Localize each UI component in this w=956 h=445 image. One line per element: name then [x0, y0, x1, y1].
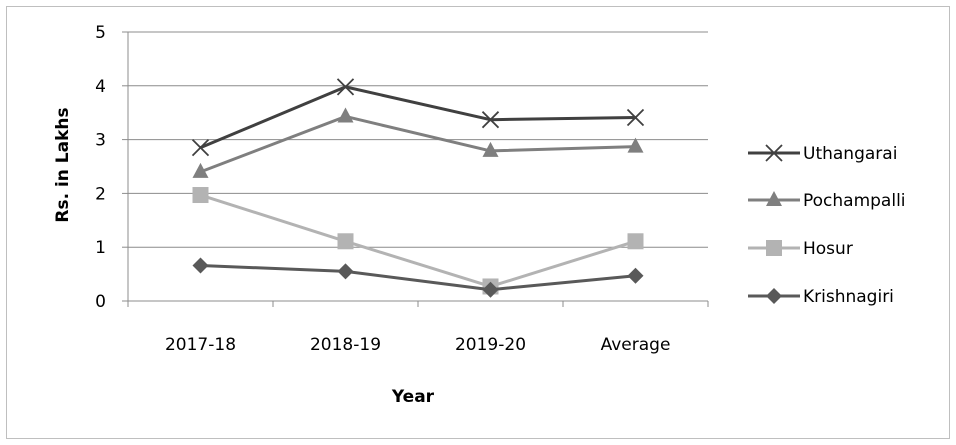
y-tick-label: 1	[95, 238, 106, 258]
legend-marker-pochampalli	[766, 191, 782, 206]
marker-stroke	[626, 108, 645, 127]
gridlines	[128, 31, 708, 248]
data-point-pochampalli	[482, 141, 499, 157]
marker-stroke	[191, 139, 210, 157]
data-point-uthangarai	[481, 111, 500, 129]
x-tick-label: Average	[601, 335, 671, 355]
series-krishnagiri	[192, 257, 644, 298]
legend-item-krishnagiri: Krishnagiri	[748, 287, 894, 307]
legend-label-uthangarai: Uthangarai	[803, 144, 897, 164]
legend-label-krishnagiri: Krishnagiri	[803, 287, 894, 307]
chart-frame	[6, 6, 950, 439]
y-tick-label: 0	[95, 292, 106, 312]
y-tick-label: 3	[95, 131, 106, 151]
data-point-uthangarai	[336, 78, 355, 96]
data-point-hosur	[337, 233, 354, 250]
legend-item-pochampalli: Pochampalli	[748, 191, 906, 211]
legend-marker-uthangarai	[765, 144, 783, 162]
data-point-hosur	[627, 233, 644, 250]
data-point-uthangarai	[191, 139, 210, 157]
axes: 0 1 2 3 4 5 2017-18 2018-19 2019-20 Average	[95, 23, 709, 355]
y-tick-label: 5	[95, 23, 106, 43]
series-line-uthangarai	[199, 85, 636, 150]
x-tick-label: 2017-18	[165, 335, 236, 355]
data-point-uthangarai	[626, 108, 645, 127]
legend-marker-hosur	[766, 240, 782, 256]
series-line-pochampalli	[199, 114, 636, 174]
series-pochampalli	[192, 107, 644, 178]
legend: Uthangarai Pochampalli Hosur Krishnagiri	[748, 144, 906, 307]
x-axis-title: Year	[391, 387, 435, 407]
x-tick-label: 2018-19	[310, 335, 381, 355]
data-point-pochampalli	[337, 107, 354, 123]
data-point-krishnagiri	[192, 257, 209, 274]
legend-item-uthangarai: Uthangarai	[748, 144, 897, 164]
data-point-krishnagiri	[337, 263, 354, 280]
data-point-pochampalli	[627, 137, 644, 153]
data-point-hosur	[192, 187, 209, 204]
y-tick-label: 4	[95, 77, 106, 97]
series-line-krishnagiri	[200, 263, 636, 292]
y-axis-title: Rs. in Lakhs	[53, 107, 73, 222]
marker-stroke	[336, 78, 355, 96]
legend-item-hosur: Hosur	[748, 239, 853, 259]
data-point-krishnagiri	[627, 267, 644, 284]
y-tick-label: 2	[95, 184, 106, 204]
legend-label-pochampalli: Pochampalli	[803, 191, 906, 211]
series-hosur	[192, 187, 644, 295]
data-point-pochampalli	[192, 162, 209, 178]
data-point-krishnagiri	[482, 281, 499, 298]
series-group	[191, 78, 645, 298]
series-uthangarai	[191, 78, 645, 157]
legend-label-hosur: Hosur	[803, 239, 853, 259]
marker-stroke	[481, 111, 500, 129]
x-tick-label: 2019-20	[455, 335, 526, 355]
marker-stroke	[765, 144, 783, 162]
legend-marker-krishnagiri	[766, 288, 782, 304]
series-line-hosur	[200, 193, 636, 288]
